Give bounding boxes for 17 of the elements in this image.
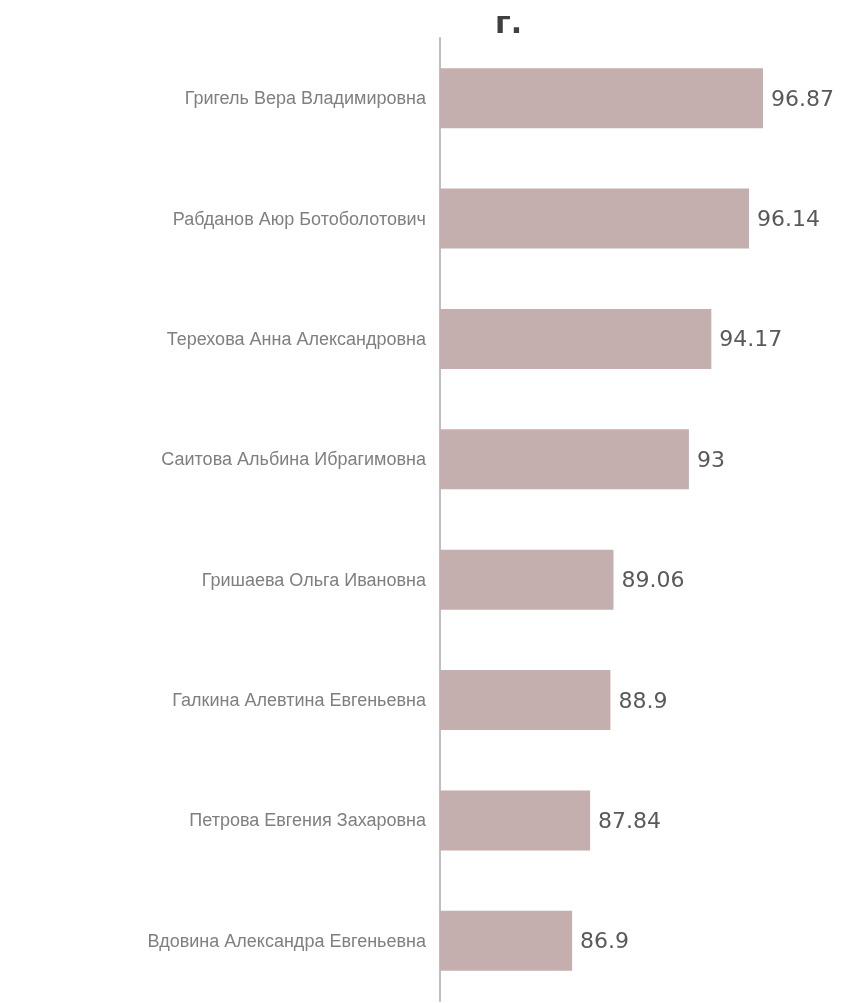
y-tick-label: Рабданов Аюр Ботоболотович: [172, 208, 426, 229]
data-label: 93: [696, 446, 725, 472]
y-tick-label: Галкина Алевтина Евгеньевна: [172, 690, 427, 711]
y-tick-label: Петрова Евгения Захаровна: [189, 810, 427, 831]
y-tick-label: Григель Вера Владимировна: [184, 88, 427, 109]
data-label: 88.9: [618, 687, 668, 713]
chart-title: г.: [495, 4, 523, 40]
y-tick-label: Вдовина Александра Евгеньевна: [147, 930, 427, 951]
y-tick-label: Гришаева Ольга Ивановна: [201, 569, 427, 590]
data-label: 86.9: [580, 928, 630, 954]
data-label: 96.87: [771, 85, 834, 111]
data-label: 89.06: [621, 567, 685, 593]
data-label: 94.17: [719, 326, 783, 352]
y-tick-label: Саитова Альбина Ибрагимовна: [161, 449, 427, 470]
y-tick-label: Терехова Анна Александровна: [166, 328, 427, 349]
data-label: 96.14: [757, 206, 821, 232]
data-label: 87.84: [598, 807, 662, 833]
